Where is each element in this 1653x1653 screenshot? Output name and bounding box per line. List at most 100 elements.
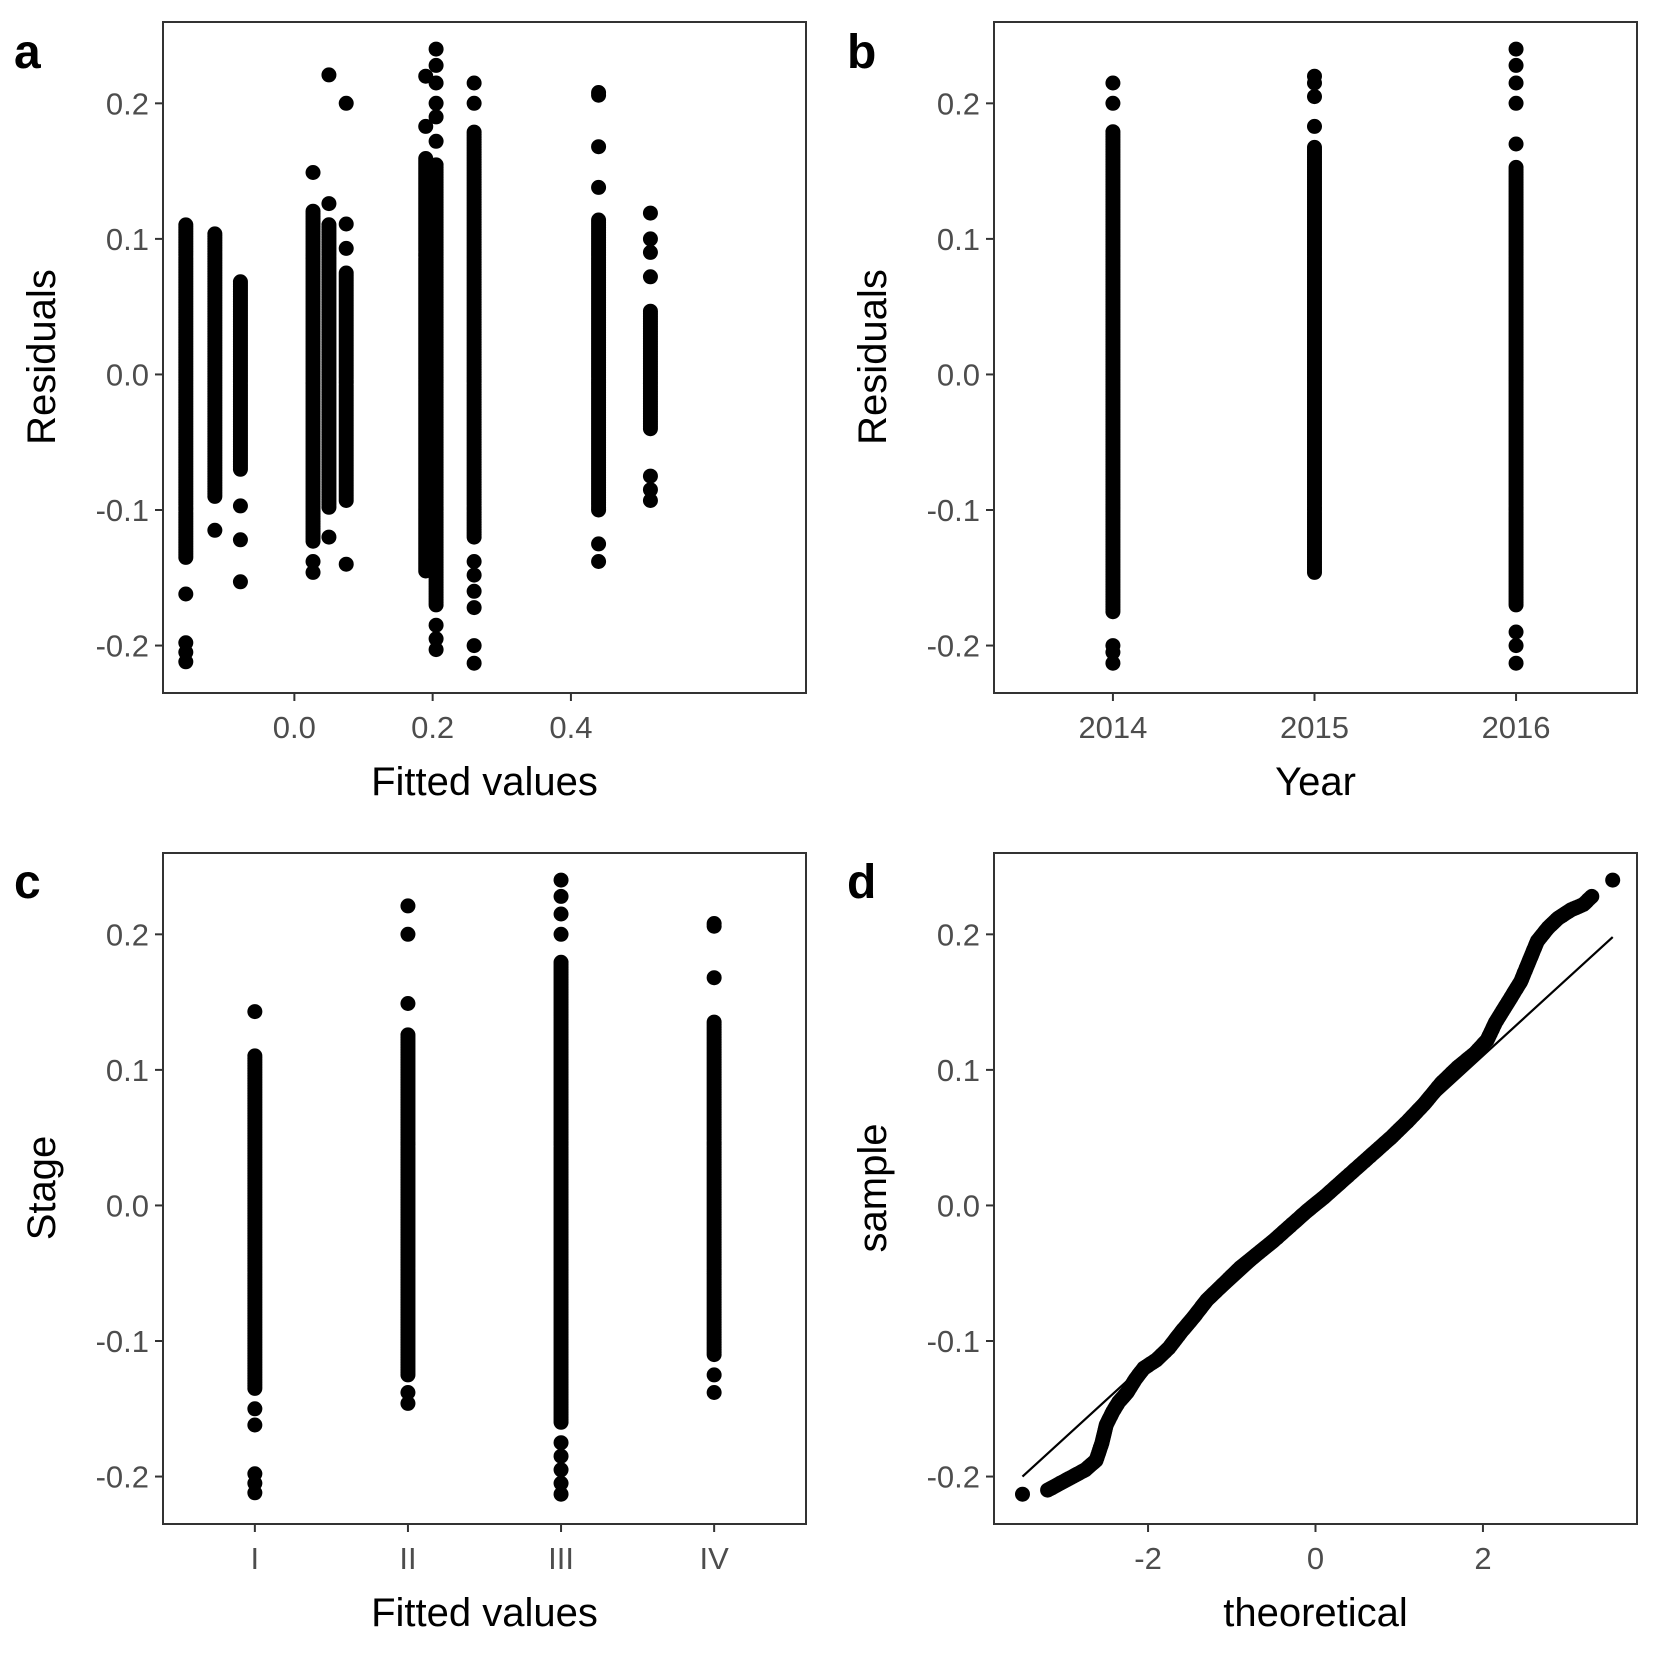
point-column <box>305 165 321 580</box>
y-tick-label: 0.0 <box>937 357 980 392</box>
y-tick-label: -0.1 <box>96 1324 149 1359</box>
data-point <box>305 165 321 180</box>
data-point <box>428 41 444 57</box>
data-point <box>553 906 569 922</box>
data-point <box>1508 655 1524 671</box>
x-axis-title: Year <box>1275 760 1356 804</box>
data-point <box>428 133 444 149</box>
data-point <box>1105 95 1121 111</box>
data-point <box>1105 75 1121 91</box>
y-tick-label: 0.2 <box>106 917 149 952</box>
point-column <box>642 205 658 508</box>
x-tick-label: 2014 <box>1078 710 1147 745</box>
point-column <box>1105 75 1121 671</box>
data-point <box>591 212 607 228</box>
data-point <box>1105 655 1121 671</box>
data-point <box>706 1385 722 1400</box>
data-point <box>553 1475 569 1491</box>
data-point <box>338 265 354 281</box>
data-point <box>591 179 607 195</box>
y-tick-label: -0.1 <box>927 493 980 528</box>
data-point <box>466 95 482 111</box>
y-tick-label: 0.1 <box>106 1053 149 1088</box>
data-point <box>553 872 569 888</box>
plot-frame <box>162 21 807 694</box>
point-column <box>178 217 194 670</box>
data-point <box>321 529 337 545</box>
data-point <box>706 970 722 986</box>
y-tick-label: 0.0 <box>106 357 149 392</box>
data-point <box>591 536 607 552</box>
data-point <box>178 217 194 233</box>
data-point <box>642 303 658 319</box>
data-point <box>1306 68 1322 84</box>
x-tick-label: II <box>399 1541 416 1576</box>
x-tick-label: 2015 <box>1280 710 1349 745</box>
x-tick-label: III <box>548 1541 574 1576</box>
data-point <box>642 493 658 508</box>
data-point <box>706 1367 722 1383</box>
points <box>247 872 722 1502</box>
data-point <box>1306 139 1322 155</box>
data-point <box>247 1004 263 1020</box>
panel-label: b <box>847 26 876 79</box>
panel-a: a -0.2 -0.1 0.0 0.1 0.2 0.0 0.2 0.4 Fitted values… <box>14 21 807 804</box>
data-point <box>706 1014 722 1030</box>
data-point <box>553 1462 569 1478</box>
data-point <box>1508 41 1524 57</box>
data-point <box>553 1486 569 1502</box>
data-point <box>1105 638 1121 654</box>
data-point <box>1508 638 1524 654</box>
y-axis-title: Stage <box>20 1136 64 1241</box>
data-point <box>338 95 354 111</box>
point-column <box>207 226 223 538</box>
y-tick-label: -0.2 <box>96 629 149 664</box>
x-tick-label: 0.2 <box>411 710 454 745</box>
data-point <box>400 898 416 914</box>
data-point <box>466 655 482 671</box>
data-point <box>591 139 607 155</box>
data-point <box>1508 95 1524 111</box>
data-point <box>207 226 223 242</box>
y-axis-title: Residuals <box>20 269 64 445</box>
data-point <box>400 1385 416 1400</box>
y-tick-label: 0.1 <box>937 222 980 257</box>
data-point <box>400 926 416 942</box>
x-tick-label: 2016 <box>1482 710 1551 745</box>
panel-d: d -0.2 -0.1 0.0 0.1 0.2 -2 0 2 theoretical sample <box>847 852 1638 1635</box>
qq-reference-line <box>1021 936 1614 1478</box>
data-point <box>338 556 354 572</box>
data-point <box>247 1048 263 1064</box>
data-point <box>553 888 569 904</box>
data-point <box>1508 57 1524 73</box>
panel-label: a <box>14 26 41 79</box>
data-point <box>400 1027 416 1043</box>
data-point <box>428 109 444 125</box>
data-point <box>428 75 444 91</box>
data-point <box>466 583 482 599</box>
data-point <box>305 203 321 219</box>
point-column <box>466 75 482 671</box>
data-point <box>428 157 444 173</box>
plot-frame <box>162 852 807 1525</box>
point-column <box>338 95 354 572</box>
data-point <box>232 532 248 548</box>
data-point <box>466 75 482 91</box>
data-point <box>321 196 337 212</box>
data-point <box>553 954 569 970</box>
data-point <box>1508 136 1524 152</box>
plot-frame <box>993 21 1638 694</box>
data-point <box>553 1448 569 1464</box>
data-point <box>706 916 722 931</box>
data-point <box>466 600 482 616</box>
y-tick-label: 0.0 <box>106 1188 149 1223</box>
data-point <box>247 1401 263 1417</box>
point-column <box>232 274 248 590</box>
data-point <box>1306 118 1322 134</box>
data-point <box>428 631 444 647</box>
data-point <box>428 617 444 633</box>
y-tick-label: -0.2 <box>927 629 980 664</box>
y-tick-label: 0.0 <box>937 1188 980 1223</box>
x-tick-label: -2 <box>1134 1541 1162 1576</box>
